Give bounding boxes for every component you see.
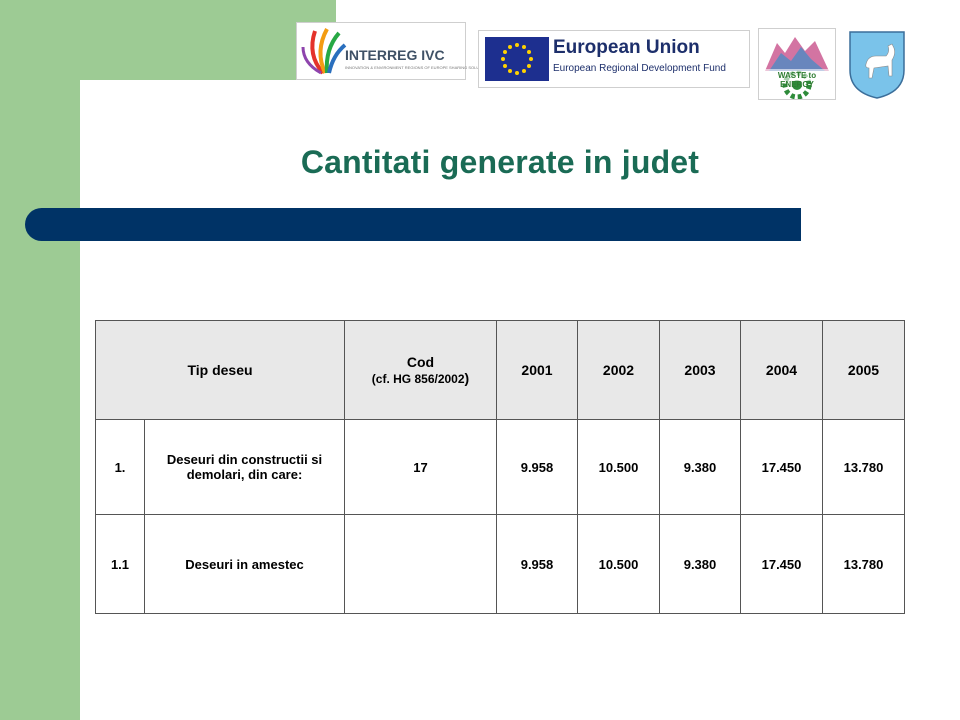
row-value: 9.958	[496, 419, 578, 515]
eu-logo: European Union European Regional Develop…	[478, 30, 750, 88]
row-waste-type: Deseuri in amestec	[144, 514, 345, 614]
interreg-logo: INTERREG IVC INNOVATION & ENVIRONMENT RE…	[296, 22, 491, 80]
county-crest	[846, 30, 908, 100]
header-year: 2002	[577, 320, 660, 420]
row-value: 17.450	[740, 419, 823, 515]
header-tip-deseu: Tip deseu	[95, 320, 345, 420]
slide-title: Cantitati generate in judet	[300, 144, 700, 180]
row-waste-type: Deseuri din constructii si demolari, din…	[144, 419, 345, 515]
header-cod-note-paren: )	[464, 370, 470, 386]
eu-title: European Union	[553, 37, 700, 58]
waste-quantities-table: Tip deseu Cod (cf. HG 856/2002) 2001 200…	[95, 320, 905, 614]
green-top-band	[80, 0, 336, 80]
interreg-name: INTERREG IVC	[345, 47, 445, 63]
row-value: 9.958	[496, 514, 578, 614]
header-cod-label: Cod	[406, 354, 435, 370]
header-year: 2003	[659, 320, 741, 420]
header-year: 2004	[740, 320, 823, 420]
row-number: 1.	[95, 419, 145, 515]
interreg-swirl-icon	[301, 28, 347, 75]
table-header-row: Tip deseu Cod (cf. HG 856/2002) 2001 200…	[95, 320, 905, 420]
row-value: 13.780	[822, 514, 905, 614]
header-cod-note: (cf. HG 856/2002)	[345, 370, 496, 386]
waste-to-energy-text: WASTE to ENERGY	[777, 71, 817, 89]
header-cod-note-text: (cf. HG 856/2002	[371, 372, 465, 386]
header-cod: Cod (cf. HG 856/2002)	[344, 320, 497, 420]
row-number: 1.1	[95, 514, 145, 614]
row-value: 10.500	[577, 514, 660, 614]
table-row: 1.1 Deseuri in amestec 9.958 10.500 9.38…	[95, 514, 905, 614]
row-code	[344, 514, 497, 614]
row-code: 17	[344, 419, 497, 515]
waste-to-energy-emblem-icon	[765, 37, 829, 99]
row-value: 13.780	[822, 419, 905, 515]
interreg-subtitle: INNOVATION & ENVIRONMENT REGIONS OF EURO…	[345, 65, 492, 70]
row-value: 9.380	[659, 514, 741, 614]
row-value: 9.380	[659, 419, 741, 515]
deer-crest-icon	[849, 31, 905, 99]
header-year: 2005	[822, 320, 905, 420]
table-row: 1. Deseuri din constructii si demolari, …	[95, 419, 905, 515]
eu-subtitle: European Regional Development Fund	[553, 63, 726, 74]
title-underline-bar	[25, 208, 801, 241]
content-corner	[80, 80, 200, 200]
eu-flag-icon	[485, 37, 549, 81]
row-value: 10.500	[577, 419, 660, 515]
waste-to-energy-logo: WASTE to ENERGY	[758, 28, 836, 100]
row-value: 17.450	[740, 514, 823, 614]
green-left-band	[0, 0, 80, 720]
header-year: 2001	[496, 320, 578, 420]
